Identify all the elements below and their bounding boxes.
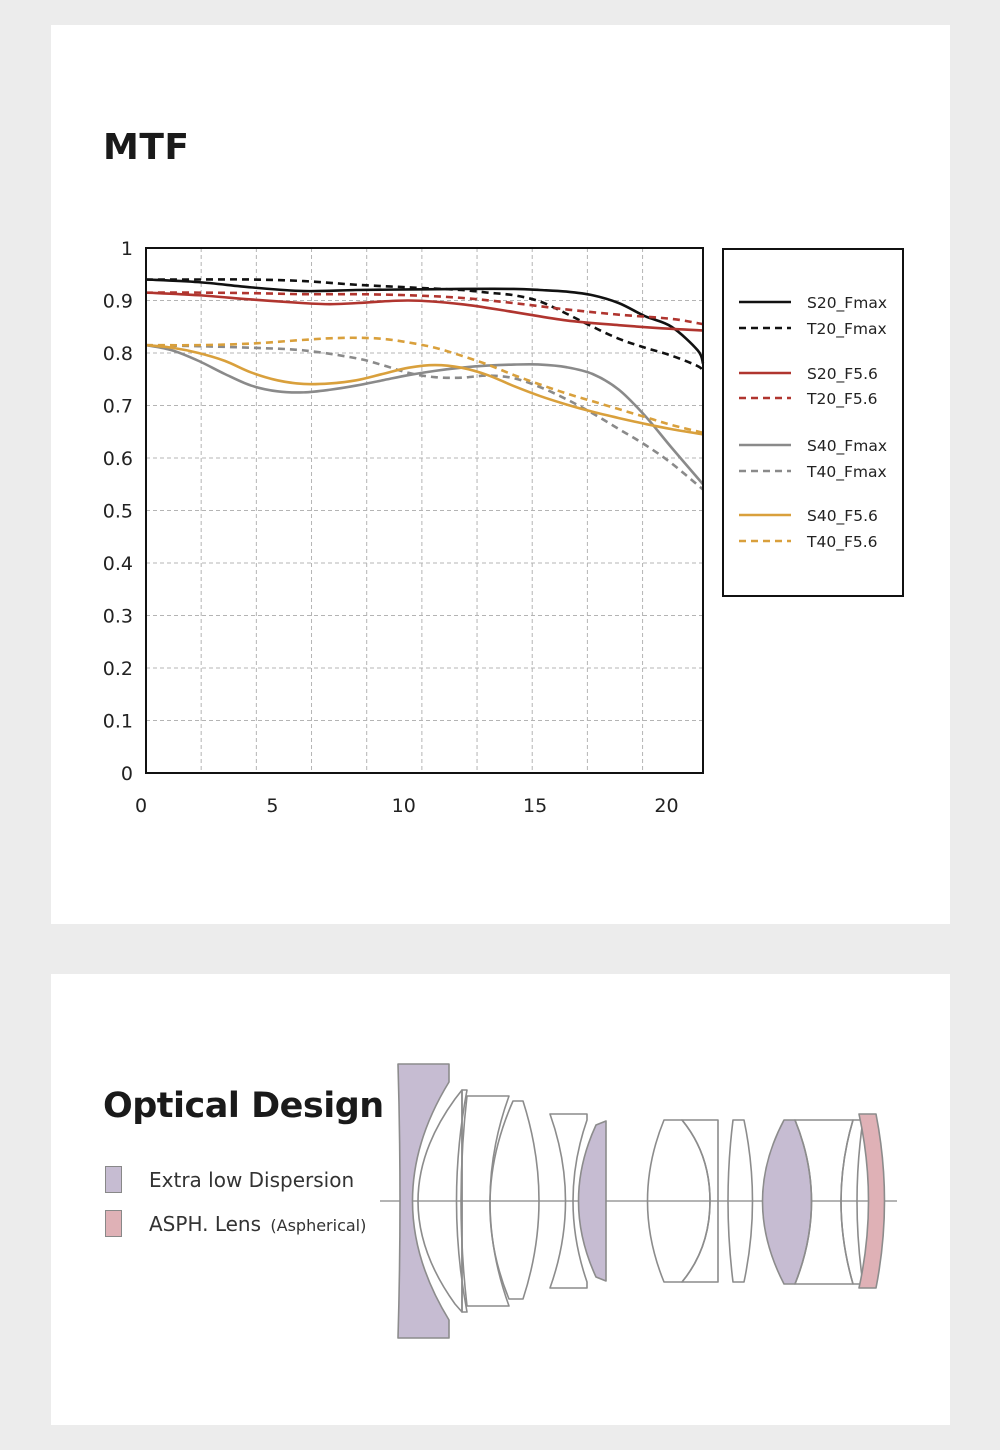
legend-label: S20_Fmax [807,294,887,313]
y-tick-label: 0.1 [103,711,133,733]
lens-element-3 [455,1089,468,1313]
x-tick-label: 15 [523,795,547,817]
legend-label: ASPH. Lens (Aspherical) [149,1212,366,1236]
y-tick-label: 0.9 [103,291,133,313]
lens-element-2 [417,1089,463,1313]
series-line-s40-f5-6 [145,343,704,436]
legend-label: T40_Fmax [806,463,887,482]
x-tick-label: 0 [135,795,147,817]
mtf-title: MTF [103,127,190,168]
legend-label: T40_F5.6 [806,533,878,552]
legend-label-main: ASPH. Lens [149,1211,262,1236]
asph-lens-swatch [105,1210,122,1237]
extra-low-dispersion-swatch [105,1166,122,1193]
lens-element-7 [577,1120,607,1282]
x-tick-label: 5 [266,795,278,817]
y-tick-label: 0.7 [103,396,133,418]
legend-box [722,248,904,597]
series-line-t20-f5-6 [145,291,704,326]
y-tick-label: 0.2 [103,658,133,680]
x-tick-label: 20 [654,795,678,817]
legend-item-extra-low-dispersion: Extra low Dispersion [105,1166,354,1193]
lens-element-14 [858,1113,886,1289]
legend-item-asph-lens: ASPH. Lens (Aspherical) [105,1210,366,1237]
mtf-panel: MTF 0 0.1 0.2 0.3 0.4 0.5 0.6 0.7 0.8 0.9 1 0 5 10 15 2… [51,25,950,924]
y-tick-label: 0.4 [103,553,133,575]
plot-frame [145,247,704,774]
legend-label: Extra low Dispersion [149,1167,355,1192]
mtf-chart: 00.10.20.30.40.50.60.70.80.910 5 10 15 20S20… [103,238,904,817]
optical-design-title: Optical Design [103,1086,384,1126]
optical-design-panel: Optical Design Extra low Dispersion ASPH… [51,974,950,1425]
legend-label: S40_F5.6 [807,507,878,526]
legend-label: S20_F5.6 [807,365,878,384]
series-line-t40-f5-6 [145,336,704,435]
y-tick-label: 0.8 [103,343,133,365]
legend-label: S40_Fmax [807,437,887,456]
y-tick-label: 1 [121,238,133,260]
lens-element-5 [489,1100,540,1300]
y-tick-label: 0.6 [103,448,133,470]
lens-element-6 [549,1113,588,1289]
lens-element-10 [727,1119,754,1283]
lens-element-1 [397,1063,450,1339]
y-tick-label: 0 [121,763,133,785]
series-line-s40-fmax [145,343,704,486]
legend-label-note: (Aspherical) [270,1215,367,1235]
y-tick-label: 0.3 [103,606,133,628]
y-tick-label: 0.5 [103,501,133,523]
x-tick-label: 10 [392,795,416,817]
lens-element-13 [840,1119,864,1285]
series-line-s20-f5-6 [145,291,704,332]
lens-element-4 [460,1095,510,1307]
legend-label: T20_F5.6 [806,390,878,409]
legend-label: T20_Fmax [806,320,887,339]
lens-diagram [380,1063,897,1339]
lens-element-9 [681,1119,719,1283]
series-line-s20-fmax [145,278,705,364]
series-line-t20-fmax [145,278,705,373]
